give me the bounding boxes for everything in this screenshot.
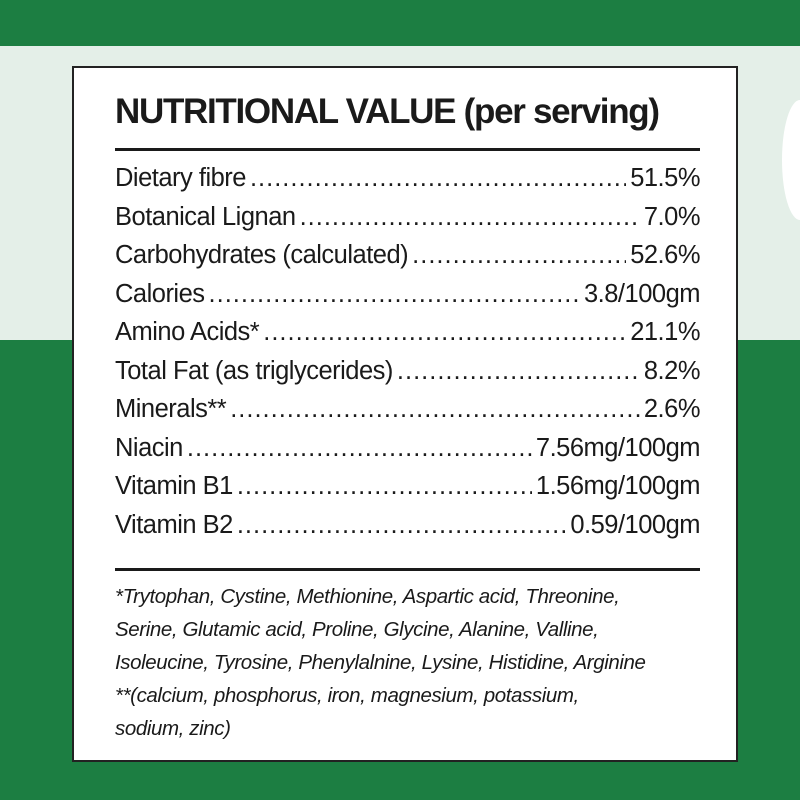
footnote-line: **(calcium, phosphorus, iron, magnesium,… [115,684,579,707]
footnote-line: Isoleucine, Tyrosine, Phenylalnine, Lysi… [115,651,646,674]
footnote-line: *Trytophan, Cystine, Methionine, Asparti… [115,585,620,608]
nutrient-value: 8.2% [643,356,701,385]
panel-title: NUTRITIONAL VALUE (per serving) [115,92,660,131]
dot-leader [412,241,626,270]
nutrient-label: Carbohydrates (calculated) [115,241,409,269]
nutrition-row: Minerals** 2.6% [115,395,701,434]
nutrient-value: 7.56mg/100gm [535,433,701,462]
dot-leader [237,511,566,540]
nutrition-row: Calories 3.8/100gm [115,279,701,319]
nutrient-value: 52.6% [630,241,700,269]
dot-leader [250,164,626,193]
title-divider [115,148,700,151]
nutrient-label: Calories [115,279,205,308]
dot-leader [230,395,640,424]
footnote-divider [115,568,700,571]
nutrition-row: Carbohydrates (calculated) 52.6% [115,241,700,280]
nutrient-value: 1.56mg/100gm [535,472,701,500]
dot-leader [300,203,640,232]
nutrition-row: Niacin 7.56mg/100gm [115,433,701,473]
dot-leader [237,472,532,501]
nutrient-label: Minerals** [115,395,227,423]
nutrient-label: Vitamin B2 [115,510,233,539]
nutrient-label: Dietary fibre [115,164,246,192]
dot-leader [187,434,532,463]
footnote-line: sodium, zinc) [115,717,231,740]
top-green-band [0,0,800,46]
nutrient-value: 2.6% [643,395,701,423]
nutrient-label: Amino Acids* [115,318,260,346]
nutrient-value: 7.0% [643,202,701,231]
nutrient-value: 3.8/100gm [583,279,701,308]
nutrient-value: 0.59/100gm [570,510,700,539]
dot-leader [263,318,626,347]
nutrition-row: Vitamin B1 1.56mg/100gm [115,472,701,511]
nutrition-list: Dietary fibre51.5% Botanical Lignan7.0% … [115,164,701,550]
nutrient-value: 51.5% [630,164,700,192]
dot-leader [209,280,580,309]
nutrition-panel: NUTRITIONAL VALUE (per serving) Dietary … [72,66,738,762]
dot-leader [397,357,640,386]
nutrient-label: Niacin [115,433,183,462]
nutrition-row: Vitamin B2 0.59/100gm [115,511,700,550]
footnotes: *Trytophan, Cystine, Methionine, Asparti… [115,580,715,745]
nutrient-value: 21.1% [630,318,700,346]
nutrient-label: Botanical Lignan [115,202,296,231]
nutrient-label: Vitamin B1 [115,472,233,500]
footnote-line: Serine, Glutamic acid, Proline, Glycine,… [115,618,599,641]
nutrition-row: Amino Acids* 21.1% [115,318,700,357]
decorative-circle [782,100,800,220]
nutrition-row: Botanical Lignan 7.0% [115,202,701,242]
nutrient-label: Total Fat (as triglycerides) [115,356,393,385]
nutrition-row: Dietary fibre 51.5% [115,164,700,203]
nutrition-row: Total Fat (as triglycerides) 8.2% [115,356,701,396]
